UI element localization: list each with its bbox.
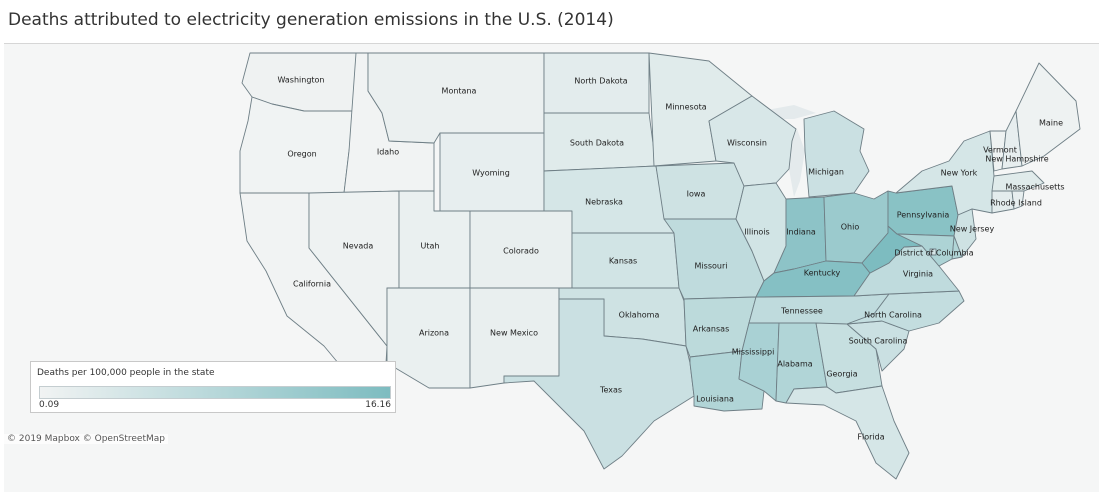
state-label-colorado: Colorado	[503, 247, 539, 256]
legend-max-value: 16.16	[365, 400, 391, 410]
state-label-tennessee: Tennessee	[780, 307, 823, 316]
state-label-georgia: Georgia	[826, 370, 857, 379]
state-label-maine: Maine	[1039, 119, 1063, 128]
state-label-indiana: Indiana	[786, 228, 816, 237]
state-label-louisiana: Louisiana	[696, 395, 734, 404]
state-label-arizona: Arizona	[419, 329, 449, 338]
state-label-arkansas: Arkansas	[693, 325, 729, 334]
state-label-new-mexico: New Mexico	[490, 329, 538, 338]
state-new-mexico[interactable]	[469, 287, 560, 389]
state-label-nevada: Nevada	[343, 242, 374, 251]
state-label-north-carolina: North Carolina	[864, 311, 922, 320]
state-label-minnesota: Minnesota	[665, 103, 706, 112]
state-label-california: California	[293, 280, 331, 289]
state-label-oregon: Oregon	[287, 150, 316, 159]
state-label-washington: Washington	[277, 76, 324, 85]
state-label-south-carolina: South Carolina	[849, 337, 908, 346]
state-label-new-york: New York	[941, 169, 978, 178]
state-label-utah: Utah	[421, 242, 440, 251]
state-label-idaho: Idaho	[377, 148, 399, 157]
state-label-kansas: Kansas	[609, 257, 637, 266]
state-montana[interactable]	[367, 52, 545, 144]
state-arizona[interactable]	[386, 287, 471, 389]
state-label-oklahoma: Oklahoma	[619, 311, 660, 320]
state-label-michigan: Michigan	[808, 168, 844, 177]
state-label-new-jersey: New Jersey	[950, 225, 995, 234]
state-label-missouri: Missouri	[695, 262, 728, 271]
legend-title: Deaths per 100,000 people in the state	[37, 368, 215, 378]
state-label-iowa: Iowa	[687, 190, 706, 199]
state-label-wyoming: Wyoming	[472, 169, 510, 178]
state-label-pennsylvania: Pennsylvania	[897, 211, 950, 220]
state-label-virginia: Virginia	[903, 270, 933, 279]
state-wisconsin[interactable]	[708, 95, 797, 187]
state-district-of-columbia[interactable]	[929, 248, 937, 256]
state-label-kentucky: Kentucky	[804, 269, 841, 278]
state-label-vermont: Vermont	[983, 146, 1017, 155]
state-label-nebraska: Nebraska	[585, 198, 623, 207]
state-label-texas: Texas	[599, 386, 622, 395]
state-massachusetts[interactable]	[991, 170, 1045, 192]
color-legend: Deaths per 100,000 people in the state 0…	[30, 361, 396, 413]
lake-michigan	[789, 129, 805, 197]
state-oregon[interactable]	[239, 96, 357, 194]
state-michigan[interactable]	[803, 110, 870, 198]
state-maryland[interactable]	[896, 233, 955, 267]
state-texas[interactable]	[503, 298, 695, 470]
state-label-alabama: Alabama	[777, 360, 812, 369]
state-label-florida: Florida	[857, 433, 884, 442]
map-title: Deaths attributed to electricity generat…	[8, 10, 614, 30]
state-label-north-dakota: North Dakota	[574, 77, 627, 86]
state-label-massachusetts: Massachusetts	[1005, 183, 1064, 192]
state-label-illinois: Illinois	[744, 228, 769, 237]
state-label-new-hampshire: New Hampshire	[985, 155, 1048, 164]
state-label-rhode-island: Rhode Island	[990, 199, 1042, 208]
state-rhode-island[interactable]	[1011, 190, 1025, 210]
legend-color-ramp	[39, 386, 391, 399]
state-label-montana: Montana	[442, 87, 477, 96]
map-attribution[interactable]: © 2019 Mapbox © OpenStreetMap	[4, 434, 168, 444]
state-florida[interactable]	[785, 385, 910, 480]
state-label-wisconsin: Wisconsin	[727, 139, 767, 148]
state-maine[interactable]	[1015, 62, 1081, 167]
state-label-south-dakota: South Dakota	[570, 139, 624, 148]
legend-min-value: 0.09	[39, 400, 60, 410]
map-view[interactable]: Washington Oregon California Idaho Nevad…	[4, 43, 1099, 492]
state-label-ohio: Ohio	[841, 223, 860, 232]
state-new-jersey[interactable]	[953, 208, 977, 258]
state-label-mississippi: Mississippi	[732, 348, 775, 357]
state-label-district-of-columbia: District of Columbia	[894, 249, 973, 258]
us-states-map[interactable]: Washington Oregon California Idaho Nevad…	[4, 44, 1099, 492]
